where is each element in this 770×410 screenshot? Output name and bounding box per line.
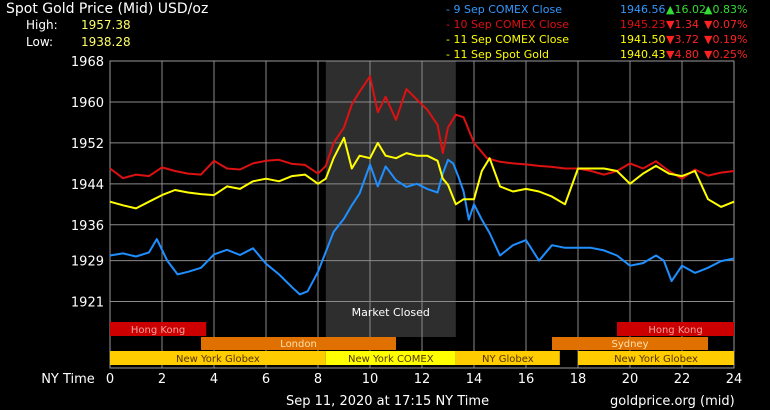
x-tick-label: 20	[622, 372, 639, 387]
series-layer	[109, 75, 735, 296]
session-label: Hong Kong	[648, 325, 702, 336]
session-label: New York Globex	[176, 354, 260, 365]
session-bar	[325, 351, 456, 365]
session-label: Sydney	[611, 339, 648, 350]
low-label: Low:	[26, 35, 54, 49]
x-tick-label: 4	[210, 372, 218, 387]
legend-value: 1941.50	[620, 33, 666, 46]
x-axis-ticks: 0 2 4 6 8 10 12 14 16 18 20 22 24	[106, 372, 742, 387]
low-value: 1938.28	[81, 35, 131, 49]
legend-value: 1946.56	[620, 3, 666, 16]
legend-row: - 10 Sep COMEX Close 1945.23 ▼1.34 ▼0.07…	[0, 18, 770, 33]
footer-source: goldprice.org (mid)	[610, 394, 735, 409]
x-tick-label: 14	[466, 372, 483, 387]
legend-row: - 11 Sep Spot Gold 1940.43 ▼4.80 ▼0.25%	[0, 48, 770, 63]
y-tick-label: 1921	[71, 296, 104, 311]
session-bar	[110, 322, 207, 336]
high-label: High:	[26, 18, 58, 32]
session-bar	[578, 351, 734, 365]
legend-change-value: 4.80	[674, 48, 699, 61]
legend-change: ▼4.80	[666, 48, 699, 61]
legend-value: 1940.43	[620, 48, 666, 61]
session-label: New York COMEX	[348, 354, 434, 365]
legend-change-value: 1.34	[674, 18, 699, 31]
legend-change: ▼1.34	[666, 18, 699, 31]
y-tick-label: 1952	[71, 137, 104, 152]
x-axis-label: NY Time	[41, 372, 95, 387]
legend-change: ▼3.72	[666, 33, 699, 46]
x-tick-label: 18	[570, 372, 587, 387]
legend-pct: ▼0.25%	[704, 48, 748, 61]
session-bar	[110, 351, 326, 365]
x-tick-label: 8	[314, 372, 322, 387]
y-axis-ticks: 1921 1929 1936 1944 1952 1960 1968	[71, 55, 104, 311]
series-line-1	[109, 158, 735, 296]
x-tick-label: 6	[262, 372, 270, 387]
legend-pct: ▼0.19%	[704, 33, 748, 46]
legend-label: - 11 Sep COMEX Close	[446, 33, 569, 46]
footer-timestamp: Sep 11, 2020 at 17:15 NY Time	[286, 394, 490, 409]
legend-change: ▲16.02	[666, 3, 706, 16]
legend-change-value: 16.02	[674, 3, 706, 16]
chart-legend: - 9 Sep COMEX Close 1946.56 ▲16.02 ▲0.83…	[0, 0, 770, 63]
x-tick-label: 24	[726, 372, 743, 387]
y-tick-label: 1960	[71, 96, 104, 111]
session-label: NY Globex	[482, 354, 534, 365]
y-tick-label: 1944	[71, 178, 104, 193]
legend-label: - 11 Sep Spot Gold	[446, 48, 549, 61]
session-bar	[617, 322, 734, 336]
x-tick-label: 2	[158, 372, 166, 387]
legend-row: - 9 Sep COMEX Close 1946.56 ▲16.02 ▲0.83…	[0, 3, 770, 18]
x-tick-label: 10	[362, 372, 379, 387]
y-tick-label: 1929	[71, 255, 104, 270]
legend-pct-value: 0.19%	[712, 33, 748, 46]
legend-pct: ▲0.83%	[704, 3, 748, 16]
high-value: 1957.38	[81, 18, 131, 32]
series-line-3	[109, 136, 735, 210]
legend-pct-value: 0.25%	[712, 48, 748, 61]
market-closed-label: Market Closed	[352, 306, 430, 319]
y-tick-label: 1936	[71, 219, 104, 234]
session-label: Hong Kong	[131, 325, 185, 336]
session-label: London	[280, 339, 317, 350]
session-bar	[552, 337, 708, 350]
plot-border	[109, 60, 735, 369]
legend-pct-value: 0.07%	[712, 18, 748, 31]
chart-title: Spot Gold Price (Mid) USD/oz	[6, 1, 209, 17]
x-tick-label: 16	[518, 372, 535, 387]
session-label: New York Globex	[614, 354, 698, 365]
x-tick-label: 12	[414, 372, 431, 387]
session-bars: Hong Kong Hong Kong London Sydney New York G…	[110, 322, 734, 365]
legend-pct: ▼0.07%	[704, 18, 748, 31]
grid-lines	[109, 60, 735, 369]
y-tick-label: 1968	[71, 55, 104, 70]
legend-value: 1945.23	[620, 18, 666, 31]
legend-row: - 11 Sep COMEX Close 1941.50 ▼3.72 ▼0.19…	[0, 33, 770, 48]
legend-label: - 9 Sep COMEX Close	[446, 3, 562, 16]
legend-change-value: 3.72	[674, 33, 699, 46]
session-bar	[201, 337, 396, 350]
legend-pct-value: 0.83%	[712, 3, 748, 16]
x-tick-label: 0	[106, 372, 114, 387]
legend-label: - 10 Sep COMEX Close	[446, 18, 569, 31]
x-tick-label: 22	[674, 372, 691, 387]
session-bar	[455, 351, 560, 365]
